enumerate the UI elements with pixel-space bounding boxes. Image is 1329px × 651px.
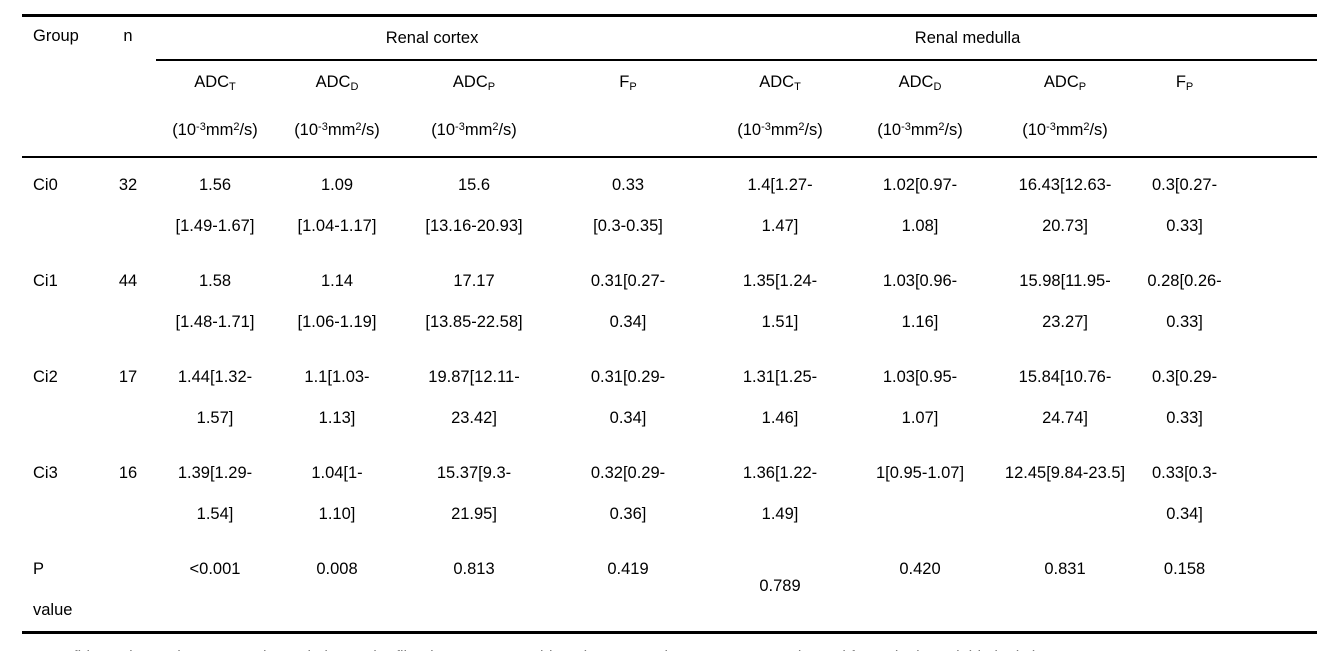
data-cell: 12.45[9.84-23.5]	[1004, 464, 1126, 482]
data-cell: 1.44[1.32- 1.57]	[177, 368, 253, 427]
footnote-line-1: CI=confidence interval; eGFR=estimated g…	[22, 642, 1317, 651]
col-header-cell: ADCP	[452, 73, 496, 93]
col-header-cell: FP	[619, 73, 637, 93]
data-cell: 19.87[12.11- 23.42]	[428, 368, 520, 427]
data-cell: 1.56 [1.49-1.67]	[175, 176, 255, 235]
n-cell	[100, 542, 156, 634]
p-value-cell: 0.813	[400, 542, 548, 634]
table-row: Ci1 44 1.58 [1.48-1.71] 1.14 [1.06-1.19] 1…	[22, 254, 1317, 350]
data-cell: 1.04[1- 1.10]	[311, 464, 363, 523]
data-cell: 15.6 [13.16-20.93]	[425, 176, 523, 235]
p-value-cell: 0.420	[852, 542, 989, 634]
unit-cell-empty	[548, 104, 709, 158]
header-renal-cortex: Renal cortex	[156, 15, 709, 61]
data-cell: 0.33[0.3- 0.34]	[1151, 464, 1218, 523]
header-row-groups: Group n Renal cortex Renal medulla	[22, 15, 1318, 158]
row-label-cell: Ci1	[33, 272, 58, 290]
data-cell: 1.03[0.95- 1.07]	[882, 368, 958, 427]
row-label-cell: Ci3	[33, 464, 58, 482]
data-cell: 1.4[1.27- 1.47]	[747, 176, 813, 235]
header-n: n	[100, 15, 156, 158]
col-header-cell: ADCP	[1043, 73, 1087, 93]
unit-cell: (10-3mm2/s)	[156, 104, 274, 158]
data-cell: 1.02[0.97- 1.08]	[882, 176, 958, 235]
row-label-cell: Ci2	[33, 368, 58, 386]
unit-cell: (10-3mm2/s)	[852, 104, 989, 158]
col-header-cell: ADCD	[898, 73, 942, 93]
col-header-cell: FP	[1175, 73, 1194, 93]
data-cell: 1.36[1.22- 1.49]	[742, 464, 818, 523]
n-cell: 16	[118, 464, 138, 482]
col-header-cell: ADCD	[315, 73, 359, 93]
data-cell: 1.35[1.24- 1.51]	[742, 272, 818, 331]
data-cell: 15.98[11.95- 23.27]	[1019, 272, 1111, 331]
data-cell: 1.58 [1.48-1.71]	[175, 272, 255, 331]
header-renal-medulla: Renal medulla	[708, 15, 1318, 61]
n-cell: 17	[118, 368, 138, 386]
unit-cell: (10-3mm2/s)	[988, 104, 1143, 158]
data-cell: 15.37[9.3- 21.95]	[436, 464, 512, 523]
table-row: Ci0 32 1.56 [1.49-1.67] 1.09 [1.04-1.17] 1…	[22, 157, 1317, 254]
col-header-cell: ADCT	[194, 73, 236, 93]
p-value-cell: <0.001	[156, 542, 274, 634]
data-cell: 15.84[10.76- 24.74]	[1018, 368, 1112, 427]
header-row-parameters: ADCT ADCD ADCP FP ADCT ADCD ADCP FP	[22, 60, 1317, 104]
p-value-cell: 0.158	[1142, 542, 1318, 634]
data-cell: 17.17 [13.85-22.58]	[425, 272, 523, 331]
data-cell: 1.09 [1.04-1.17]	[297, 176, 377, 235]
data-cell: 0.31[0.27- 0.34]	[590, 272, 666, 331]
data-cell: 1.39[1.29- 1.54]	[177, 464, 253, 523]
table-row: Ci2 17 1.44[1.32- 1.57] 1.1[1.03- 1.13] 19…	[22, 350, 1317, 446]
n-cell: 44	[118, 272, 138, 290]
data-cell: 1.03[0.96- 1.16]	[882, 272, 958, 331]
data-cell: 1.14 [1.06-1.19]	[297, 272, 377, 331]
p-value-cell: 0.419	[548, 542, 709, 634]
row-label-cell: Ci0	[33, 176, 58, 194]
data-cell: 0.31[0.29- 0.34]	[590, 368, 666, 427]
p-value-cell: 0.008	[274, 542, 400, 634]
data-cell: 0.33 [0.3-0.35]	[593, 176, 663, 235]
data-cell: 1.1[1.03- 1.13]	[304, 368, 370, 427]
p-value-cell: 0.831	[988, 542, 1143, 634]
table-footnote: CI=confidence interval; eGFR=estimated g…	[22, 642, 1317, 651]
data-cell: 1[0.95-1.07]	[875, 464, 965, 482]
data-cell: 1.31[1.25- 1.46]	[742, 368, 818, 427]
col-header-cell: ADCT	[759, 73, 801, 93]
table-row: Ci3 16 1.39[1.29- 1.54] 1.04[1- 1.10] 15.3…	[22, 446, 1317, 542]
header-group: Group	[22, 15, 100, 158]
unit-cell-empty	[1142, 104, 1318, 158]
unit-cell: (10-3mm2/s)	[708, 104, 853, 158]
results-table: Group n Renal cortex Renal medulla ADCT …	[22, 14, 1318, 634]
data-cell: 16.43[12.63- 20.73]	[1018, 176, 1112, 235]
data-cell: 0.32[0.29- 0.36]	[590, 464, 666, 523]
unit-cell: (10-3mm2/s)	[400, 104, 548, 158]
data-cell: 0.3[0.29- 0.33]	[1151, 368, 1218, 427]
header-row-units: (10-3mm2/s) (10-3mm2/s) (10-3mm2/s) (10-…	[22, 104, 1318, 158]
p-value-cell: 0.789	[708, 542, 853, 634]
data-cell: 0.28[0.26- 0.33]	[1147, 272, 1222, 331]
data-cell: 0.3[0.27- 0.33]	[1151, 176, 1218, 235]
unit-cell: (10-3mm2/s)	[274, 104, 400, 158]
n-cell: 32	[118, 176, 138, 194]
